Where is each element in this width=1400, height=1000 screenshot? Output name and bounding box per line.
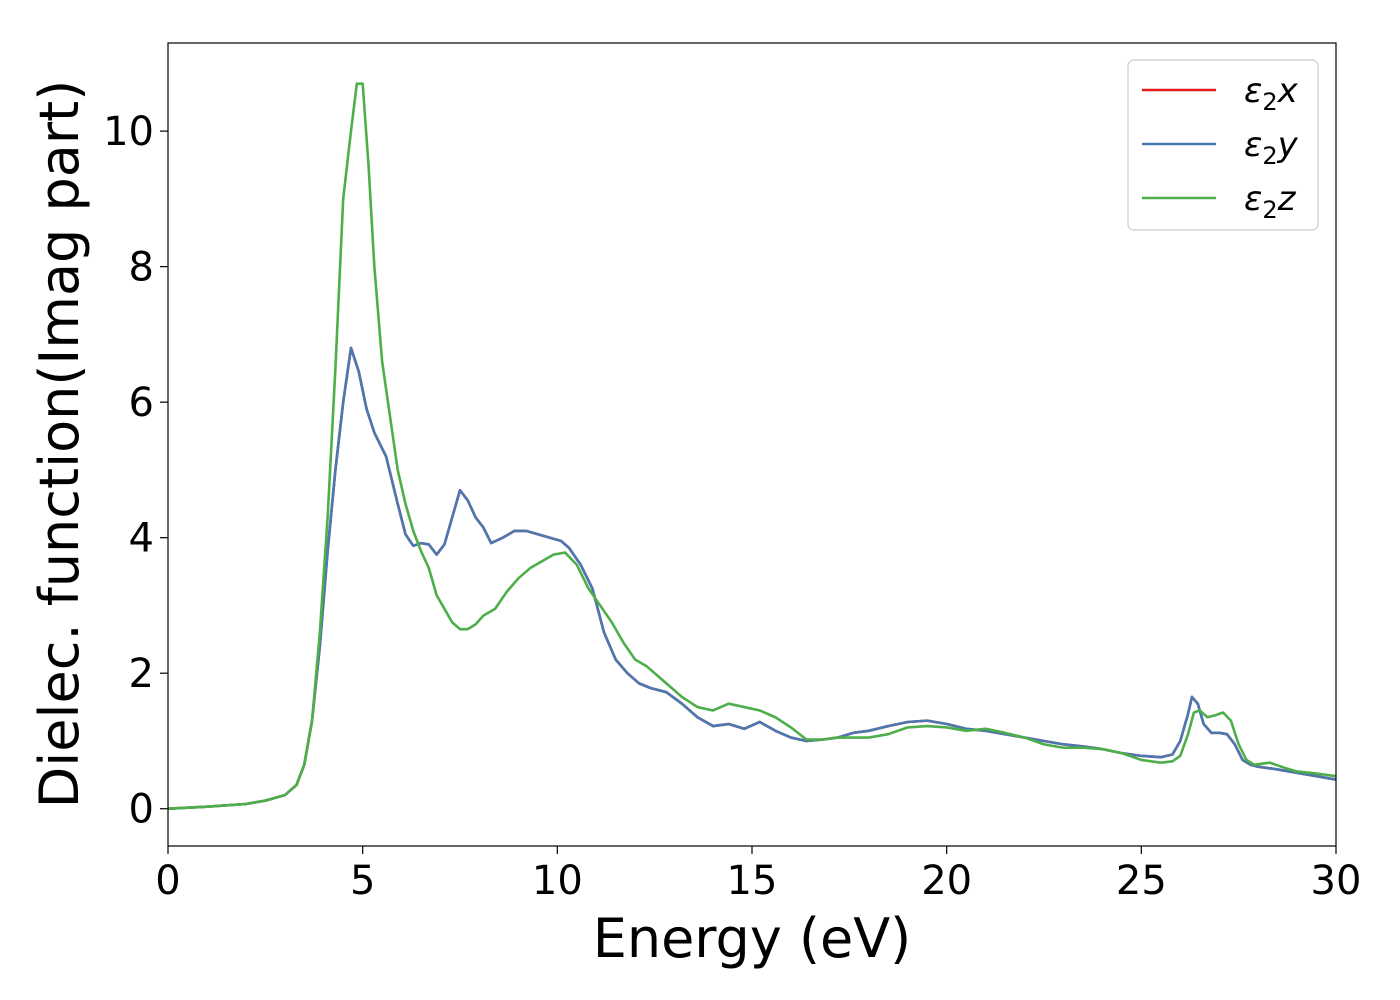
x-tick-label: 0	[155, 858, 180, 904]
x-tick-label: 5	[350, 858, 375, 904]
y-tick-label: 0	[129, 787, 154, 833]
x-axis-title: Energy (eV)	[593, 907, 912, 970]
y-tick-label: 8	[129, 245, 154, 291]
legend-box	[1127, 59, 1319, 231]
x-axis-ticks: 0 5 10 15 20 25 30	[155, 846, 1361, 904]
legend-label-x: ε2x	[1244, 71, 1299, 116]
y-tick-label: 2	[129, 651, 154, 697]
x-tick-label: 15	[727, 858, 778, 904]
legend: ε2x ε2y ε2z	[1127, 59, 1319, 231]
series-line-y	[168, 346, 1336, 811]
y-tick-label: 10	[103, 109, 154, 155]
series-line-z	[168, 82, 1336, 811]
legend-label-y: ε2y	[1244, 125, 1299, 170]
x-tick-label: 20	[921, 858, 972, 904]
legend-label-z: ε2z	[1244, 179, 1297, 224]
y-tick-label: 6	[129, 380, 154, 426]
y-axis-title: Dielec. function(Imag part)	[28, 80, 91, 809]
x-tick-label: 30	[1311, 858, 1362, 904]
series-line-x	[168, 346, 1336, 811]
series-layer	[168, 82, 1336, 811]
x-tick-label: 10	[532, 858, 583, 904]
x-tick-label: 25	[1116, 858, 1167, 904]
y-axis-ticks: 0 2 4 6 8 10	[103, 109, 168, 833]
y-tick-label: 4	[129, 516, 154, 562]
